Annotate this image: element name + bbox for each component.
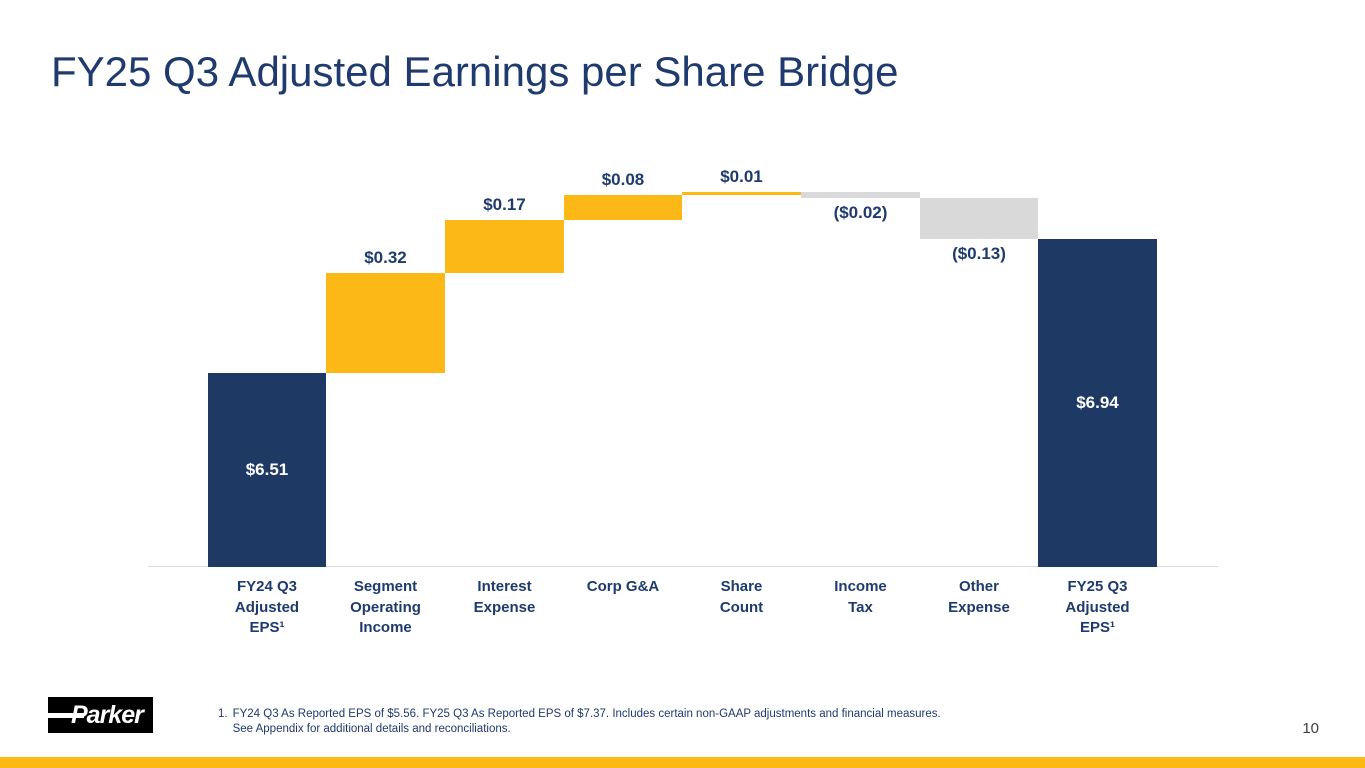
bar-value-label: ($0.02) [833,203,888,222]
waterfall-bar-4 [564,195,682,220]
waterfall-bar-1 [208,373,326,567]
waterfall-bar-2 [326,273,445,373]
x-axis-label-line: Segment [353,578,418,595]
parker-logo-dash [38,713,84,718]
x-axis-label-1: FY24 Q3 Adjusted EPS¹ [201,577,333,639]
x-axis-label-line: EPS¹ [249,619,285,636]
x-axis-label-line: Income [359,619,412,636]
x-axis-label-5: Share Count [676,577,808,618]
x-axis-label-line: Expense [473,598,536,616]
accent-strip [0,757,1365,768]
footnote: 1. FY24 Q3 As Reported EPS of $5.56. FY2… [218,707,941,737]
x-axis-label-line: FY25 Q3 [1067,578,1128,595]
parker-logo: Parker [38,697,153,733]
bar-value-label: $0.01 [720,167,763,186]
waterfall-bar-8 [1038,239,1157,567]
x-axis-label-line: Income [834,578,887,595]
x-axis-label-6: Income Tax [795,577,927,618]
x-axis-label-line: Expense [948,598,1010,616]
footnote-line-2: See Appendix for additional details and … [232,723,511,735]
x-axis-label-2: Segment Operating Income [320,577,452,639]
x-axis-label-3: Interest Expense [439,577,571,618]
x-axis-label-line: Adjusted [234,598,300,616]
slide-title: FY25 Q3 Adjusted Earnings per Share Brid… [51,48,899,95]
footnote-line-1: FY24 Q3 As Reported EPS of $5.56. FY25 Q… [232,708,941,720]
x-axis-label-line: Corp G&A [586,578,660,595]
x-axis-label-line: FY24 Q3 [236,578,298,595]
x-axis-label-line: Tax [848,598,873,616]
waterfall-bar-3 [445,220,564,273]
parker-logo-text: Parker [71,701,144,729]
bar-value-label: $6.51 [245,460,289,479]
x-axis-label-8: FY25 Q3 Adjusted EPS¹ [1032,577,1164,639]
page-number: 10 [1302,720,1319,737]
footnote-marker: 1. [218,708,228,720]
waterfall-bar-6 [801,192,920,198]
x-axis-label-line: Other [958,578,999,595]
x-axis-label-line: Operating [350,598,421,616]
x-axis-label-line: Share [720,578,763,595]
bar-value-label: $6.94 [1076,393,1119,412]
x-axis-label-line: EPS¹ [1079,619,1115,636]
waterfall-bar-7 [920,198,1038,239]
x-axis-label-4: Corp G&A [557,577,689,598]
x-axis-label-line: Adjusted [1065,598,1130,616]
bar-value-label: $0.17 [483,195,526,214]
bar-value-label: ($0.13) [952,244,1006,263]
x-axis-label-7: Other Expense [913,577,1045,618]
x-axis-line [148,566,1218,567]
waterfall-bar-5 [682,192,801,195]
x-axis-label-line: Interest [477,578,532,595]
x-axis-label-line: Count [719,598,764,616]
footnote-text: FY24 Q3 As Reported EPS of $5.56. FY25 Q… [233,707,941,737]
bar-value-label: $0.08 [601,170,645,189]
bar-value-label: $0.32 [364,248,407,267]
